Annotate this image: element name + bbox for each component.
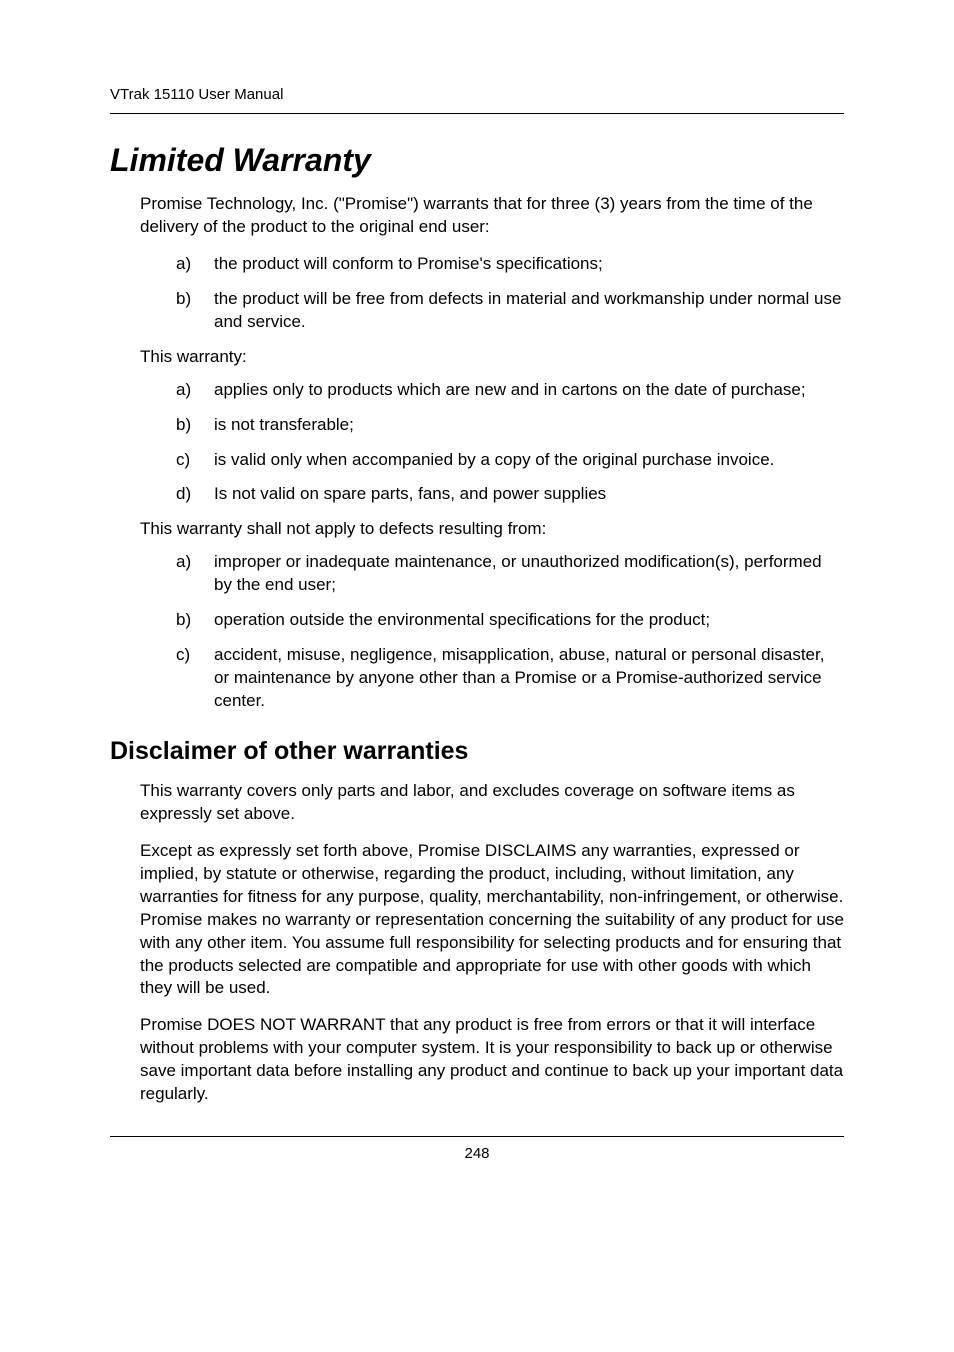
- header-divider: [110, 113, 844, 114]
- intro-paragraph: Promise Technology, Inc. ("Promise") war…: [140, 193, 844, 239]
- item-letter: a): [176, 379, 214, 402]
- disclaimer-p1: This warranty covers only parts and labo…: [140, 780, 844, 826]
- item-letter: d): [176, 483, 214, 506]
- warranty-list-item: a) applies only to products which are ne…: [176, 379, 844, 402]
- item-text: Is not valid on spare parts, fans, and p…: [214, 483, 844, 506]
- warranty-list-item: c) is valid only when accompanied by a c…: [176, 449, 844, 472]
- item-letter: a): [176, 253, 214, 276]
- page-number: 248: [110, 1145, 844, 1162]
- intro-list-item: b) the product will be free from defects…: [176, 288, 844, 334]
- item-letter: b): [176, 414, 214, 437]
- item-text: operation outside the environmental spec…: [214, 609, 844, 632]
- disclaimer-p2: Except as expressly set forth above, Pro…: [140, 840, 844, 1001]
- footer-divider: [110, 1136, 844, 1137]
- running-head: VTrak 15110 User Manual: [110, 86, 844, 103]
- warranty-list-item: d) Is not valid on spare parts, fans, an…: [176, 483, 844, 506]
- item-text: is valid only when accompanied by a copy…: [214, 449, 844, 472]
- item-letter: b): [176, 609, 214, 632]
- intro-list-item: a) the product will conform to Promise's…: [176, 253, 844, 276]
- page-title: Limited Warranty: [110, 142, 844, 179]
- item-text: improper or inadequate maintenance, or u…: [214, 551, 844, 597]
- exclusion-label: This warranty shall not apply to defects…: [140, 518, 844, 541]
- disclaimer-p3: Promise DOES NOT WARRANT that any produc…: [140, 1014, 844, 1106]
- item-letter: b): [176, 288, 214, 334]
- item-text: is not transferable;: [214, 414, 844, 437]
- item-text: accident, misuse, negligence, misapplica…: [214, 644, 844, 713]
- item-text: the product will be free from defects in…: [214, 288, 844, 334]
- exclusion-list-item: a) improper or inadequate maintenance, o…: [176, 551, 844, 597]
- exclusion-list-item: c) accident, misuse, negligence, misappl…: [176, 644, 844, 713]
- exclusion-list-item: b) operation outside the environmental s…: [176, 609, 844, 632]
- item-letter: a): [176, 551, 214, 597]
- item-text: the product will conform to Promise's sp…: [214, 253, 844, 276]
- item-letter: c): [176, 449, 214, 472]
- warranty-label: This warranty:: [140, 346, 844, 369]
- disclaimer-heading: Disclaimer of other warranties: [110, 737, 844, 766]
- warranty-list-item: b) is not transferable;: [176, 414, 844, 437]
- item-letter: c): [176, 644, 214, 713]
- item-text: applies only to products which are new a…: [214, 379, 844, 402]
